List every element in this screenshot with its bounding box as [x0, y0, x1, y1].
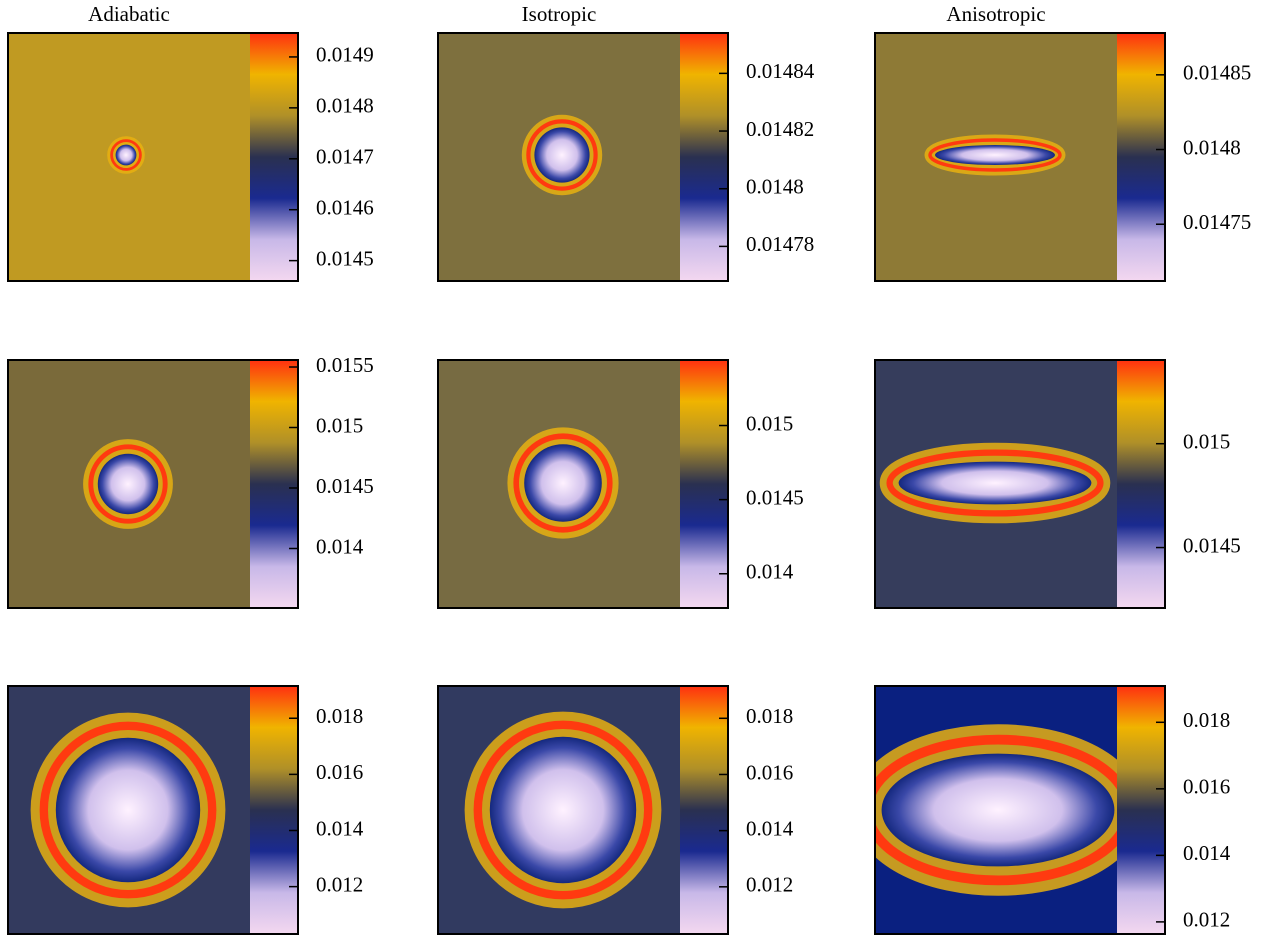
- ring-inner: [526, 119, 598, 191]
- heatmap-feature: [507, 427, 619, 539]
- ring-inner: [886, 449, 1104, 517]
- heatmap-feature: [30, 712, 226, 908]
- colorbar-tick-label: 0.014: [746, 560, 794, 584]
- colorbar: [1117, 33, 1165, 281]
- ring-inner: [875, 734, 1117, 886]
- colorbar: [680, 360, 728, 608]
- colorbar: [680, 33, 728, 281]
- heatmap-feature: [879, 442, 1111, 524]
- colorbar-tick-label: 0.0148: [316, 94, 374, 118]
- frame: [874, 685, 1166, 935]
- colorbar: [250, 33, 298, 281]
- panel-title: Isotropic: [522, 2, 597, 26]
- colorbar-tick-label: 0.016: [746, 760, 793, 784]
- colorbar-tick-label: 0.0145: [316, 246, 374, 270]
- colorbar-tick-label: 0.015: [316, 413, 363, 437]
- colorbar-tick-label: 0.01485: [1183, 61, 1251, 85]
- core: [97, 453, 159, 515]
- ring-inner: [473, 720, 653, 900]
- frame: [874, 359, 1166, 609]
- frame: [437, 32, 729, 282]
- core: [935, 145, 1055, 165]
- frame: [7, 685, 299, 935]
- heatmap-feature: [83, 439, 173, 529]
- core: [881, 753, 1115, 867]
- frame: [874, 32, 1166, 282]
- frame: [7, 32, 299, 282]
- ring-inner: [88, 444, 168, 524]
- ring-inner: [513, 433, 613, 533]
- colorbar-tick-label: 0.01478: [746, 232, 814, 256]
- colorbar-tick-label: 0.01484: [746, 59, 815, 83]
- colorbar-tick-label: 0.012: [1183, 908, 1230, 932]
- colorbar-tick-label: 0.0145: [316, 474, 374, 498]
- core: [55, 737, 201, 883]
- ring-inner: [110, 139, 142, 171]
- colorbar-tick-label: 0.0145: [1183, 533, 1241, 557]
- colorbar-tick-label: 0.014: [746, 816, 794, 840]
- core: [489, 736, 637, 884]
- colorbar-tick-label: 0.0146: [316, 196, 374, 220]
- colorbar-tick-label: 0.0148: [1183, 135, 1241, 159]
- colorbar-tick-label: 0.016: [1183, 775, 1230, 799]
- heatmap-feature: [107, 136, 145, 174]
- colorbar-tick-label: 0.014: [316, 534, 364, 558]
- colorbar-tick-label: 0.0148: [746, 175, 804, 199]
- heatmap-feature: [464, 711, 662, 909]
- core: [115, 144, 137, 166]
- ring-inner: [39, 721, 217, 899]
- colorbar: [1117, 360, 1165, 608]
- colorbar-tick-label: 0.018: [746, 704, 793, 728]
- frame: [437, 685, 729, 935]
- colorbar-tick-label: 0.012: [746, 873, 793, 897]
- colorbar-tick-label: 0.01475: [1183, 210, 1251, 234]
- colorbar-tick-label: 0.0145: [746, 485, 804, 509]
- frame: [437, 359, 729, 609]
- core: [898, 461, 1092, 505]
- colorbar-tick-label: 0.0155: [316, 353, 374, 377]
- heatmap-feature: [875, 724, 1117, 896]
- colorbar-tick-label: 0.018: [316, 704, 363, 728]
- colorbar-tick-label: 0.018: [1183, 708, 1230, 732]
- colorbar-tick-label: 0.014: [1183, 841, 1231, 865]
- colorbar-tick-label: 0.015: [746, 411, 793, 435]
- colorbar-tick-label: 0.012: [316, 872, 363, 896]
- colorbar-tick-label: 0.014: [316, 816, 364, 840]
- core: [534, 127, 590, 183]
- colorbar-tick-label: 0.0149: [316, 43, 374, 67]
- colorbar: [250, 360, 298, 608]
- colorbar: [1117, 686, 1165, 934]
- colorbar-tick-label: 0.016: [316, 760, 363, 784]
- colorbar: [250, 686, 298, 934]
- colorbar-tick-label: 0.015: [1183, 430, 1230, 454]
- ring-inner: [928, 138, 1062, 172]
- heatmap-feature: [924, 134, 1066, 176]
- heatmap-feature: [521, 114, 603, 196]
- frame: [7, 359, 299, 609]
- panel-title: Adiabatic: [88, 2, 170, 26]
- core: [524, 444, 602, 522]
- panel-title: Anisotropic: [946, 2, 1045, 26]
- colorbar: [680, 686, 728, 934]
- colorbar-tick-label: 0.0147: [316, 145, 374, 169]
- colorbar-tick-label: 0.01482: [746, 117, 814, 141]
